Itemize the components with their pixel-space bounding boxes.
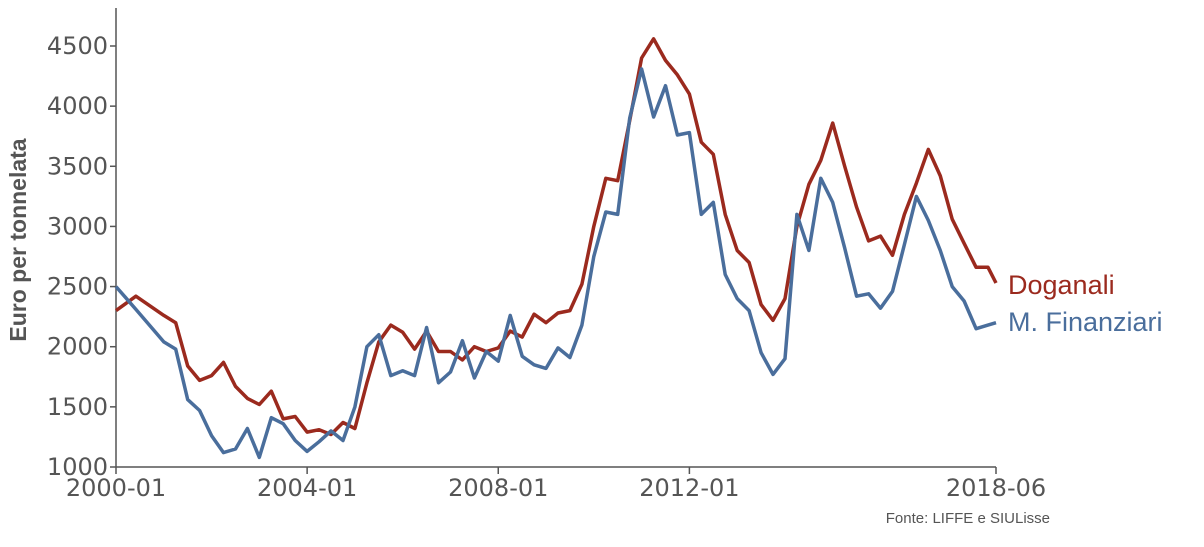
y-tick-label: 3500 [47, 152, 108, 180]
y-tick-label: 1500 [47, 393, 108, 421]
x-tick-label: 2000-01 [66, 474, 166, 502]
series-lines [114, 37, 998, 460]
y-tick-label: 2000 [47, 333, 108, 361]
x-tick-label: 2018-06 [946, 474, 1046, 502]
x-tick-label: 2008-01 [448, 474, 548, 502]
y-tick-label: 3000 [47, 212, 108, 240]
axes: 1000 1500 2000 2500 3000 3500 4000 4500 2000-01 2… [47, 8, 1046, 502]
y-tick-label: 4000 [47, 92, 108, 120]
y-tick-label: 1000 [47, 453, 108, 481]
y-tick-label: 2500 [47, 273, 108, 301]
series-label: M. Finanziari [1008, 307, 1163, 337]
series-label: Doganali [1008, 270, 1115, 300]
x-tick-label: 2004-01 [257, 474, 357, 502]
x-tick-label: 2012-01 [639, 474, 739, 502]
source-note: Fonte: LIFFE e SIULisse [886, 510, 1050, 527]
series-line-doganali [114, 37, 998, 437]
series-labels: Doganali M. Finanziari [1008, 270, 1163, 337]
y-axis-title: Euro per tonnelata [5, 138, 31, 341]
series-line-m-finanziari [114, 67, 997, 460]
y-tick-label: 4500 [47, 32, 108, 60]
